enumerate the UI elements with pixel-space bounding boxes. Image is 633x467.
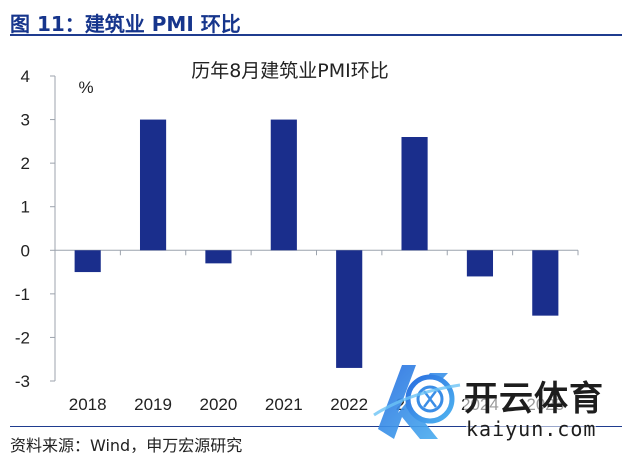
x-tick-label: 2020 (200, 395, 238, 414)
y-tick-label: 0 (21, 241, 30, 260)
bar (205, 250, 232, 264)
bar (74, 250, 101, 273)
x-tick-label: 2021 (265, 395, 303, 414)
bar (532, 250, 559, 316)
bar (401, 137, 428, 251)
y-tick-labels: 4 3 2 1 0 -1 -2 -3 (15, 67, 55, 391)
watermark-logo-icon (373, 365, 461, 439)
chart-area: 历年8月建筑业PMI环比 % 4 3 2 1 0 -1 -2 -3 2018 2019 2020 2… (0, 36, 633, 426)
bar (139, 119, 167, 251)
x-tick-label: 2018 (69, 395, 107, 414)
y-tick-label: -2 (15, 328, 30, 347)
bar-chart: 历年8月建筑业PMI环比 % 4 3 2 1 0 -1 -2 -3 2018 2019 2020 2… (15, 60, 579, 414)
y-tick-label: -1 (15, 285, 30, 304)
y-unit-label: % (78, 78, 93, 97)
y-tick-label: 2 (21, 154, 30, 173)
bar (466, 250, 494, 277)
y-tick-label: 1 (21, 198, 30, 217)
y-tick-label: -3 (15, 372, 30, 391)
bars (74, 119, 559, 368)
footer-divider (10, 426, 622, 427)
x-tick-label: 2019 (134, 395, 172, 414)
figure-title: 图 11：建筑业 PMI 环比 (10, 12, 241, 36)
chart-title: 历年8月建筑业PMI环比 (191, 60, 389, 82)
watermark: 开云体育 kaiyun.com (368, 355, 628, 447)
y-tick-label: 3 (21, 111, 30, 130)
watermark-url: kaiyun.com (466, 417, 597, 441)
figure-header: 图 11：建筑业 PMI 环比 (10, 6, 622, 36)
bar (270, 119, 297, 251)
watermark-name: 开云体育 (464, 371, 604, 420)
source-note: 资料来源：Wind，申万宏源研究 (10, 436, 243, 455)
x-tick-label: 2022 (330, 395, 368, 414)
bar (336, 250, 363, 368)
y-tick-label: 4 (21, 67, 30, 86)
